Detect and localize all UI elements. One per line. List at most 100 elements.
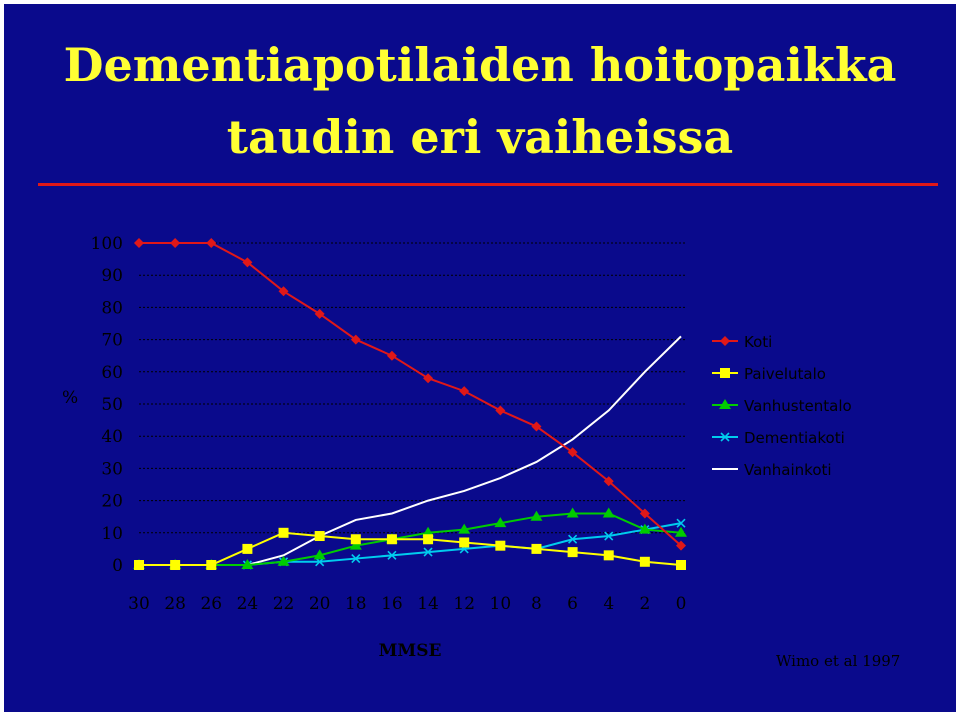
data-point: [720, 336, 730, 346]
legend-label: Vanhainkoti: [744, 461, 832, 479]
data-point: [386, 350, 397, 361]
legend-item-dementiakoti: Dementiakoti: [712, 429, 845, 447]
y-tick-label: 40: [101, 427, 123, 447]
x-tick-label: 10: [490, 594, 512, 614]
data-point: [720, 368, 730, 378]
legend-label: Koti: [744, 333, 772, 351]
series-line: [139, 335, 682, 566]
x-tick-label: 8: [531, 594, 542, 614]
y-axis-ticks: 0 10 20 30 40 50 60 70 80 90 100: [91, 234, 123, 576]
series-line: [139, 242, 682, 547]
data-point: [567, 547, 578, 558]
x-axis-ticks: 30 28 26 24 22 20 18 16 14 12 10 8 6 4 2 0: [128, 594, 686, 614]
data-point: [459, 537, 470, 548]
series-line: [139, 512, 682, 566]
data-point: [349, 539, 362, 550]
data-point: [638, 523, 651, 534]
title-divider: [38, 183, 938, 186]
y-tick-label: 10: [101, 524, 123, 544]
y-tick-label: 70: [101, 331, 123, 351]
data-point: [206, 238, 217, 248]
data-point: [350, 534, 361, 545]
data-point: [314, 531, 325, 542]
data-point: [720, 432, 730, 442]
data-point: [134, 560, 144, 570]
legend: Koti Paivelutalo Vanhustentalo Dementiakoti…: [712, 333, 852, 479]
legend-item-vanhainkoti: Vanhainkoti: [712, 461, 832, 479]
data-point: [423, 373, 434, 384]
legend-item-vanhustentalo: Vanhustentalo: [712, 397, 852, 415]
data-point: [242, 257, 253, 268]
series-lines: [133, 238, 687, 570]
legend-item-paivelutalo: Paivelutalo: [712, 365, 826, 383]
data-point: [531, 421, 542, 432]
x-tick-label: 26: [200, 594, 222, 614]
x-tick-label: 20: [309, 594, 331, 614]
data-point: [134, 238, 144, 248]
data-point: [314, 308, 325, 319]
x-tick-label: 14: [417, 594, 439, 614]
y-axis-label: %: [62, 388, 78, 408]
x-tick-label: 18: [345, 594, 367, 614]
data-point: [676, 540, 686, 551]
legend-label: Dementiakoti: [744, 429, 845, 447]
series-vanhainkoti: [139, 335, 682, 566]
data-point: [459, 386, 470, 397]
slide-title-line-2: taudin eri vaiheissa: [226, 110, 734, 164]
data-point: [602, 507, 615, 518]
y-tick-label: 90: [101, 266, 123, 286]
legend-item-koti: Koti: [712, 333, 772, 351]
data-point: [206, 560, 217, 570]
data-point: [603, 550, 614, 561]
slide-background: [4, 4, 956, 712]
data-point: [676, 518, 686, 528]
data-point: [423, 534, 434, 545]
y-tick-label: 0: [112, 556, 123, 576]
data-point: [604, 531, 614, 541]
series-line: [139, 522, 682, 566]
gridlines: [139, 242, 686, 534]
data-point: [277, 555, 290, 566]
data-point: [351, 553, 361, 564]
data-point: [423, 547, 433, 557]
x-tick-label: 28: [164, 594, 186, 614]
data-point: [386, 534, 397, 545]
data-point: [242, 543, 253, 554]
data-point: [603, 476, 614, 487]
series-koti: [134, 238, 686, 551]
x-tick-label: 2: [639, 594, 650, 614]
y-tick-label: 100: [91, 234, 123, 254]
data-point: [719, 399, 731, 409]
y-tick-label: 50: [101, 395, 123, 415]
data-point: [278, 286, 289, 297]
y-tick-label: 20: [101, 492, 123, 512]
x-tick-label: 16: [381, 594, 403, 614]
data-point: [530, 510, 543, 521]
x-tick-label: 30: [128, 594, 150, 614]
data-point: [531, 543, 542, 554]
data-point: [170, 560, 181, 570]
data-point: [387, 550, 397, 560]
slide-title-line-1: Dementiapotilaiden hoitopaikka: [63, 38, 897, 92]
x-tick-label: 0: [676, 594, 687, 614]
series-line: [139, 531, 682, 566]
data-point: [170, 238, 181, 248]
y-tick-label: 80: [101, 298, 123, 318]
data-point: [241, 559, 254, 569]
legend-label: Paivelutalo: [744, 365, 826, 383]
y-tick-label: 30: [101, 459, 123, 479]
data-point: [676, 560, 686, 570]
x-tick-label: 6: [567, 594, 578, 614]
data-point: [495, 405, 506, 416]
data-point: [566, 507, 579, 518]
data-point: [639, 556, 650, 567]
data-point: [313, 549, 326, 560]
data-point: [350, 334, 361, 345]
legend-label: Vanhustentalo: [744, 397, 852, 415]
x-tick-label: 22: [273, 594, 295, 614]
data-point: [639, 508, 650, 519]
data-point: [278, 527, 289, 538]
x-axis-label: MMSE: [379, 641, 442, 661]
data-point: [568, 534, 578, 544]
